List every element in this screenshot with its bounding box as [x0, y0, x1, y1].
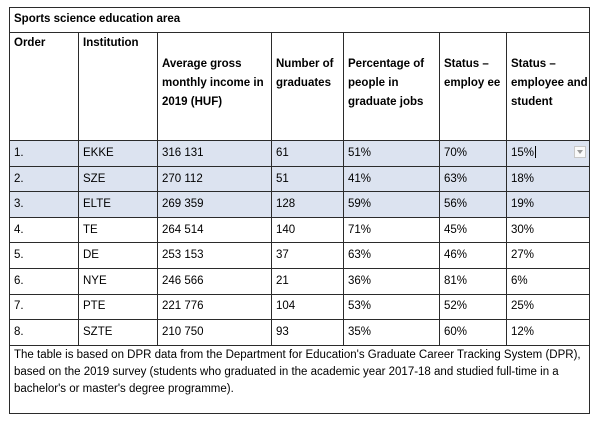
table-title: Sports science education area — [8, 7, 591, 33]
cell-income[interactable]: 316 131 — [157, 140, 272, 167]
cell-employee-student[interactable]: 12% — [505, 319, 591, 346]
cell-order[interactable]: 5. — [9, 242, 79, 269]
cell-order[interactable]: 2. — [9, 165, 79, 193]
table-row: 4. TE 264 514 140 71% 45% 30% — [9, 216, 591, 244]
text-cursor — [535, 145, 537, 158]
cell-employee[interactable]: 63% — [439, 165, 507, 193]
cell-percentage[interactable]: 71% — [343, 216, 440, 244]
header-income: Average gross monthly income in 2019 (HU… — [162, 57, 264, 108]
table-row: 7. PTE 221 776 104 53% 52% 25% — [9, 293, 591, 321]
cell-employee[interactable]: 45% — [439, 216, 507, 244]
header-row: Order Institution Average gross monthly … — [9, 31, 591, 142]
table-row: 2. SZE 270 112 51 41% 63% 18% — [9, 165, 591, 193]
cell-employee[interactable]: 81% — [439, 268, 507, 295]
cell-order[interactable]: 1. — [9, 140, 79, 167]
cell-income[interactable]: 246 566 — [157, 268, 272, 295]
cell-institution[interactable]: DE — [78, 242, 158, 269]
cell-employee-student-selected[interactable]: 15% — [505, 140, 591, 167]
table-footnote: The table is based on DPR data from the … — [8, 344, 591, 415]
cell-graduates[interactable]: 37 — [271, 242, 344, 269]
header-employee: Status – employ ee — [444, 57, 501, 89]
cell-employee-student[interactable]: 30% — [505, 216, 591, 244]
dropdown-arrow-icon[interactable] — [574, 146, 587, 159]
sports-science-table: Sports science education area Order Inst… — [8, 7, 591, 415]
cell-employee-student: 15% — [511, 146, 535, 159]
cell-income[interactable]: 269 359 — [157, 191, 272, 218]
cell-percentage[interactable]: 51% — [343, 140, 440, 167]
table-row: 1. EKKE 316 131 61 51% 70% 15% — [9, 140, 591, 167]
header-employee-student-cell: Status – employee and student — [505, 31, 591, 142]
header-percentage-cell: Percentage of people in graduate jobs — [343, 31, 440, 142]
cell-employee-student[interactable]: 18% — [505, 165, 591, 193]
cell-employee[interactable]: 46% — [439, 242, 507, 269]
cell-percentage[interactable]: 36% — [343, 268, 440, 295]
cell-graduates[interactable]: 93 — [271, 319, 344, 346]
table-row: 3. ELTE 269 359 128 59% 56% 19% — [9, 191, 591, 218]
cell-graduates[interactable]: 21 — [271, 268, 344, 295]
header-order: Order — [9, 31, 79, 142]
header-employee-cell: Status – employ ee — [439, 31, 507, 142]
cell-income[interactable]: 270 112 — [157, 165, 272, 193]
cell-institution[interactable]: SZE — [78, 165, 158, 193]
cell-order[interactable]: 7. — [9, 293, 79, 321]
cell-institution[interactable]: TE — [78, 216, 158, 244]
cell-percentage[interactable]: 35% — [343, 319, 440, 346]
table-row: 6. NYE 246 566 21 36% 81% 6% — [9, 268, 591, 295]
cell-income[interactable]: 253 153 — [157, 242, 272, 269]
cell-employee[interactable]: 52% — [439, 293, 507, 321]
cell-employee[interactable]: 70% — [439, 140, 507, 167]
cell-income[interactable]: 210 750 — [157, 319, 272, 346]
cell-employee-student[interactable]: 27% — [505, 242, 591, 269]
cell-institution[interactable]: SZTE — [78, 319, 158, 346]
cell-institution[interactable]: PTE — [78, 293, 158, 321]
cell-employee[interactable]: 56% — [439, 191, 507, 218]
cell-order[interactable]: 4. — [9, 216, 79, 244]
cell-employee-student[interactable]: 25% — [505, 293, 591, 321]
cell-graduates[interactable]: 140 — [271, 216, 344, 244]
table-row: 8. SZTE 210 750 93 35% 60% 12% — [9, 319, 591, 346]
cell-institution[interactable]: EKKE — [78, 140, 158, 167]
cell-employee[interactable]: 60% — [439, 319, 507, 346]
header-institution: Institution — [78, 31, 158, 142]
header-employee-student: Status – employee and student — [511, 57, 588, 108]
cell-percentage[interactable]: 53% — [343, 293, 440, 321]
cell-order[interactable]: 3. — [9, 191, 79, 218]
header-percentage: Percentage of people in graduate jobs — [348, 57, 425, 108]
cell-percentage[interactable]: 41% — [343, 165, 440, 193]
cell-percentage[interactable]: 63% — [343, 242, 440, 269]
table-row: 5. DE 253 153 37 63% 46% 27% — [9, 242, 591, 269]
cell-graduates[interactable]: 51 — [271, 165, 344, 193]
cell-percentage[interactable]: 59% — [343, 191, 440, 218]
cell-employee-student[interactable]: 19% — [505, 191, 591, 218]
cell-order[interactable]: 6. — [9, 268, 79, 295]
cell-order[interactable]: 8. — [9, 319, 79, 346]
cell-income[interactable]: 264 514 — [157, 216, 272, 244]
cell-institution[interactable]: ELTE — [78, 191, 158, 218]
cell-income[interactable]: 221 776 — [157, 293, 272, 321]
cell-institution[interactable]: NYE — [78, 268, 158, 295]
header-graduates-cell: Number of graduates — [271, 31, 344, 142]
cell-graduates[interactable]: 128 — [271, 191, 344, 218]
header-graduates: Number of graduates — [276, 57, 334, 89]
cell-employee-student[interactable]: 6% — [505, 268, 591, 295]
header-income-cell: Average gross monthly income in 2019 (HU… — [157, 31, 272, 142]
cell-graduates[interactable]: 61 — [271, 140, 344, 167]
cell-graduates[interactable]: 104 — [271, 293, 344, 321]
